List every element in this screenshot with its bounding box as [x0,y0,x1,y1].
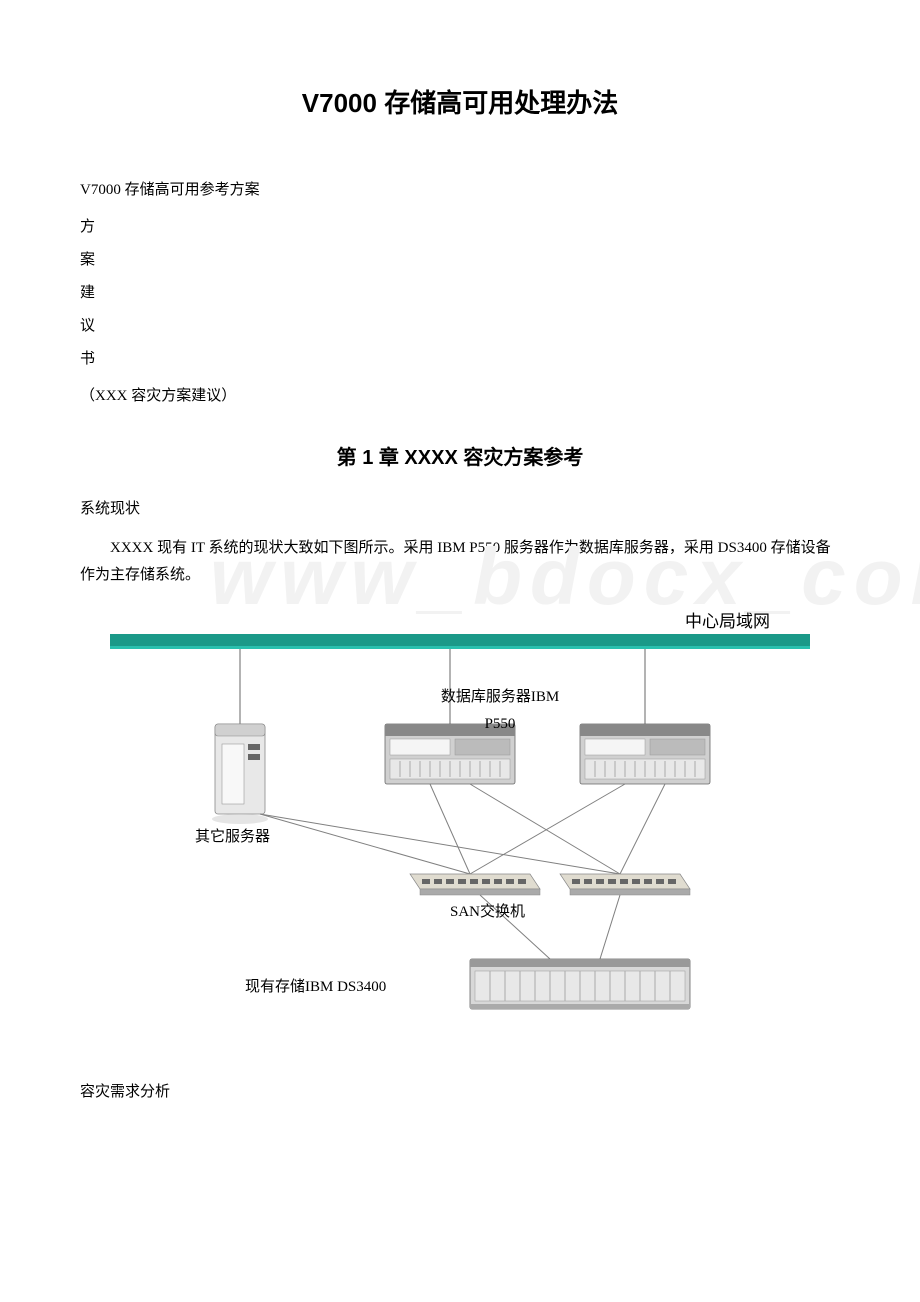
storage-label: 现有存储IBM DS3400 [245,974,386,1001]
other-server-label: 其它服务器 [195,824,270,851]
lan-bar-underline [110,646,810,649]
san-switch-label: SAN交换机 [450,899,525,926]
network-diagram: 中心局域网 数据库服务器IBM P550 其它服务器 SAN交换机 现有存储IB… [110,609,810,1049]
san-switch-2-icon [560,874,690,895]
vchar-2: 建 [80,280,840,307]
tower-server-icon [212,724,268,824]
line-db2-sw2 [620,784,665,874]
vchar-0: 方 [80,214,840,241]
section-2-heading: 容灾需求分析 [80,1079,840,1106]
vchar-1: 案 [80,247,840,274]
chapter-title: 第 1 章 XXXX 容灾方案参考 [80,440,840,476]
section-1-heading: 系统现状 [80,496,840,523]
db-server-label: 数据库服务器IBM P550 [400,684,600,738]
vertical-title: 方 案 建 议 书 [80,214,840,373]
page-title: V7000 存储高可用处理办法 [80,80,840,127]
storage-icon [470,959,690,1009]
intro-line-1: V7000 存储高可用参考方案 [80,177,840,204]
line-sw2-storage [600,895,620,959]
line-db1-sw1 [430,784,470,874]
body-paragraph-1: XXXX 现有 IT 系统的现状大致如下图所示。采用 IBM P550 服务器作… [80,535,840,589]
vchar-3: 议 [80,313,840,340]
san-switch-1-icon [410,874,540,895]
lan-label: 中心局域网 [685,607,770,638]
vchar-4: 书 [80,346,840,373]
subtitle: （XXX 容灾方案建议） [80,383,840,410]
